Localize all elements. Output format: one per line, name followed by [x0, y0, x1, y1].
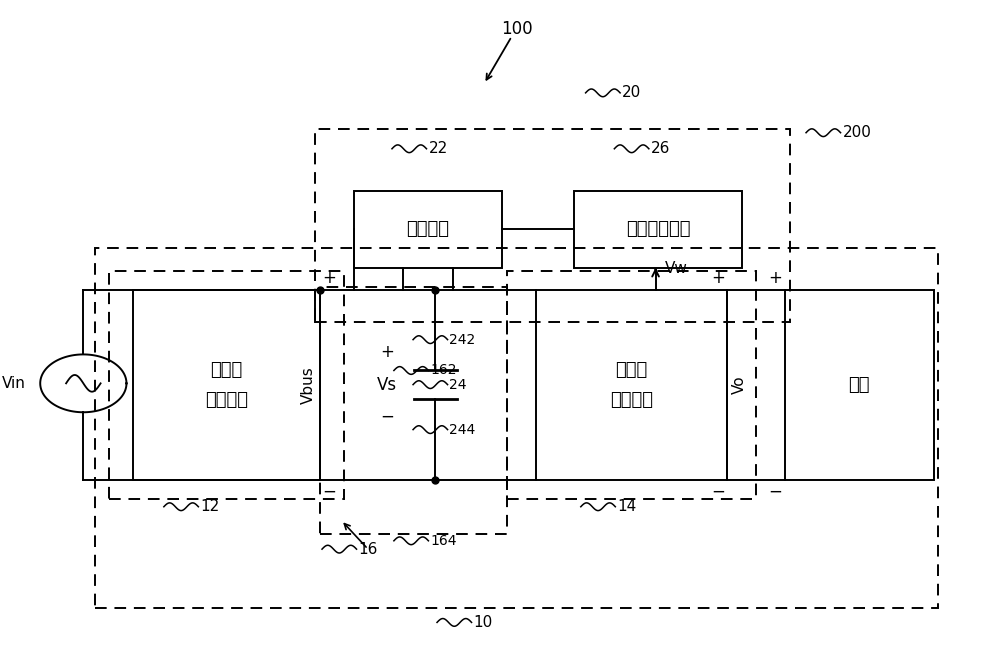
Text: −: −: [323, 482, 337, 501]
Text: −: −: [711, 482, 725, 501]
Bar: [354, 191, 502, 268]
Bar: [574, 191, 742, 268]
Text: 100: 100: [501, 20, 532, 38]
Bar: [507, 271, 756, 499]
Text: 辅助电源电路: 辅助电源电路: [626, 220, 690, 238]
Text: 负载: 负载: [848, 376, 870, 394]
Text: 26: 26: [651, 141, 670, 156]
Text: 10: 10: [473, 615, 493, 630]
Bar: [785, 290, 934, 480]
Text: 16: 16: [358, 542, 378, 557]
Text: Vw: Vw: [665, 262, 688, 277]
Text: 164: 164: [430, 534, 457, 547]
Text: 200: 200: [842, 125, 871, 140]
Text: +: +: [323, 269, 337, 287]
Text: Vbus: Vbus: [301, 366, 316, 404]
Text: 14: 14: [617, 499, 636, 514]
Text: 242: 242: [449, 333, 476, 346]
Bar: [536, 290, 727, 480]
Text: 24: 24: [449, 378, 467, 392]
Text: +: +: [380, 344, 394, 361]
Text: +: +: [768, 269, 782, 287]
Bar: [315, 130, 790, 322]
Bar: [320, 287, 507, 534]
Text: 12: 12: [200, 499, 220, 514]
Bar: [109, 271, 344, 499]
Text: −: −: [768, 482, 782, 501]
Text: 20: 20: [622, 85, 641, 100]
Text: 244: 244: [449, 422, 476, 437]
Text: 22: 22: [428, 141, 448, 156]
Text: 第二级
转换单元: 第二级 转换单元: [610, 361, 653, 409]
Text: 旁路电路: 旁路电路: [406, 220, 449, 238]
Bar: [95, 249, 938, 608]
Text: Vs: Vs: [377, 376, 397, 394]
Text: 162: 162: [430, 363, 457, 378]
Bar: [133, 290, 320, 480]
Text: 第一级
转换单元: 第一级 转换单元: [205, 361, 248, 409]
Text: +: +: [711, 269, 725, 287]
Text: −: −: [380, 408, 394, 426]
Text: Vin: Vin: [2, 376, 26, 391]
Text: Vo: Vo: [731, 376, 746, 394]
